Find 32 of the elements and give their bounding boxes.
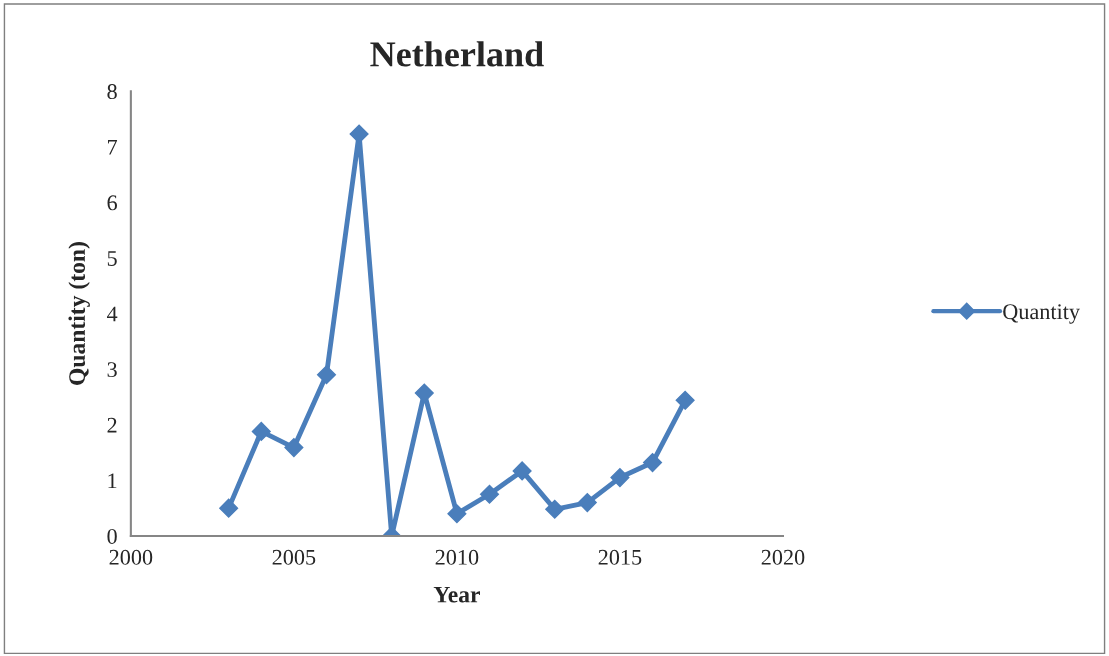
y-tick-label: 4 (106, 306, 118, 322)
y-tick-label: 7 (108, 139, 118, 155)
point (675, 390, 695, 410)
point (643, 453, 663, 473)
x-axis-title: Year (433, 586, 480, 603)
point (414, 383, 434, 403)
x-tick-label: 2015 (598, 549, 642, 565)
y-tick-label: 1 (108, 473, 117, 489)
point (284, 438, 304, 458)
x-tick-label: 2000 (109, 549, 153, 565)
point (251, 421, 271, 441)
point (545, 499, 565, 519)
y-tick-label: 8 (107, 84, 117, 100)
y-axis-title: Quantity (ton) (68, 242, 90, 385)
y-tick-label: 3 (107, 362, 117, 378)
x-tick-label: 2010 (435, 549, 479, 565)
point (610, 468, 630, 488)
y-tick-label: 0 (107, 528, 117, 544)
point (577, 493, 597, 513)
point (447, 504, 467, 524)
point (219, 498, 239, 518)
legend-label: Quantity (1003, 304, 1080, 324)
x-tick-label: 2005 (272, 549, 316, 565)
point (349, 124, 369, 144)
point (316, 365, 337, 385)
y-tick-label: 6 (107, 195, 117, 211)
chart-title: Netherland (370, 41, 544, 67)
point (512, 461, 532, 481)
y-tick-label: 2 (107, 417, 117, 433)
point (479, 484, 500, 504)
y-tick-label: 5 (107, 251, 117, 266)
x-tick-label: 2020 (761, 549, 805, 565)
